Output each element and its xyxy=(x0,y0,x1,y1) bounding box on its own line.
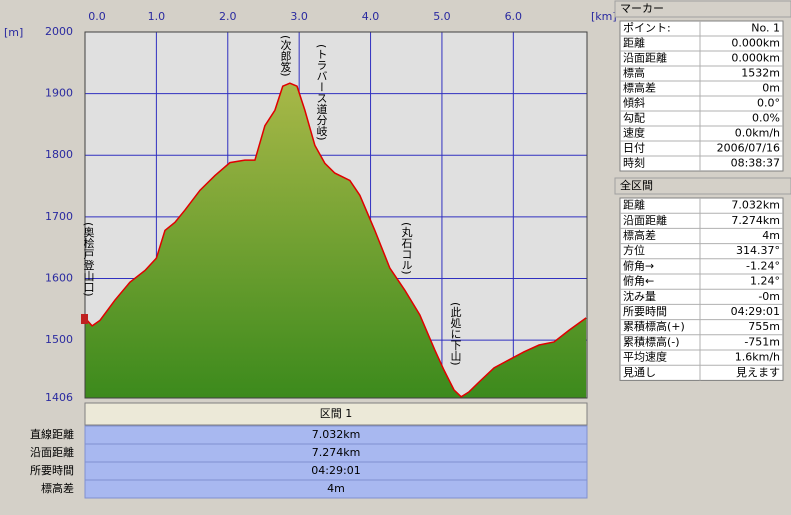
y-tick-label: 1500 xyxy=(45,333,73,346)
row-value: 0m xyxy=(762,82,780,95)
row-value: 7.032km xyxy=(731,199,780,212)
row-label: 所要時間 xyxy=(623,305,667,318)
row-value: -1.24° xyxy=(746,259,780,272)
row-value: 0.0km/h xyxy=(735,127,780,140)
section-value: 7.274km xyxy=(312,446,361,459)
section-label: 直線距離 xyxy=(30,427,74,441)
row-value: 1.6km/h xyxy=(735,351,780,364)
elevation-line xyxy=(84,82,587,398)
row-label: 見通し xyxy=(623,366,656,379)
row-label: 方位 xyxy=(623,243,645,257)
row-label: 累積標高(-) xyxy=(623,334,680,348)
row-label: 傾斜 xyxy=(623,96,645,110)
row-value: No. 1 xyxy=(751,22,780,35)
y-tick-label: 1600 xyxy=(45,271,73,284)
row-label: 勾配 xyxy=(623,112,645,125)
section-value: 04:29:01 xyxy=(311,464,360,477)
section-value: 4m xyxy=(327,482,345,495)
section-header xyxy=(84,402,588,426)
row-label: 距離 xyxy=(623,36,645,50)
x-axis-label: [km] xyxy=(591,10,617,23)
row-value: 0.000km xyxy=(731,37,780,50)
row-value: 314.37° xyxy=(736,244,780,257)
row-label: 平均速度 xyxy=(623,350,667,364)
row-label: 俯角→ xyxy=(623,258,654,272)
row-label: 日付 xyxy=(623,142,645,155)
row-value: 見えます xyxy=(736,366,780,379)
section-label: 標高差 xyxy=(41,481,74,495)
y-tick-label: 1406 xyxy=(45,391,73,404)
row-label: 沈み量 xyxy=(623,289,656,303)
row-value: 2006/07/16 xyxy=(717,142,780,155)
row-label: 標高 xyxy=(623,66,645,80)
section-label: 沿面距離 xyxy=(30,445,74,459)
row-label: 標高差 xyxy=(623,228,656,242)
row-label: 距離 xyxy=(623,198,645,212)
x-tick-label: 1.0 xyxy=(148,10,166,23)
panel-header xyxy=(614,0,791,18)
y-tick-label: 1900 xyxy=(45,87,73,100)
section-value: 7.032km xyxy=(312,428,361,441)
plot-frame xyxy=(84,31,588,399)
y-tick-label: 2000 xyxy=(45,25,73,38)
y-tick-label: 1700 xyxy=(45,210,73,223)
y-tick-label: 1800 xyxy=(45,148,73,161)
y-axis-label: [m] xyxy=(4,26,23,39)
annotation: (丸石コル) xyxy=(400,222,413,275)
row-value: 0.0° xyxy=(757,97,780,110)
start-marker xyxy=(81,314,88,324)
row-label: ポイント: xyxy=(623,22,671,35)
annotation: (奥桧戸登山口) xyxy=(82,222,95,297)
row-value: 1532m xyxy=(741,67,780,80)
row-value: 0.0% xyxy=(752,112,780,125)
row-label: 時刻 xyxy=(623,156,645,170)
row-value: 7.274km xyxy=(731,214,780,227)
row-label: 累積標高(+) xyxy=(623,319,685,333)
row-value: 4m xyxy=(762,229,780,242)
row-value: -0m xyxy=(758,290,780,303)
panel-header xyxy=(614,177,791,195)
row-value: 04:29:01 xyxy=(731,305,780,318)
x-tick-label: 2.0 xyxy=(219,10,237,23)
annotation: (トラバース道分岐) xyxy=(315,44,328,141)
row-value: -751m xyxy=(744,335,780,348)
row-value: 1.24° xyxy=(750,275,780,288)
elevation-area xyxy=(85,83,587,398)
section-cell xyxy=(84,479,588,499)
section-label: 所要時間 xyxy=(30,464,74,477)
row-label: 沿面距離 xyxy=(623,213,667,227)
x-tick-label: 6.0 xyxy=(505,10,523,23)
row-label: 沿面距離 xyxy=(623,51,667,65)
x-tick-label: 5.0 xyxy=(433,10,451,23)
x-tick-label: 3.0 xyxy=(290,10,308,23)
annotation: (此処に下山) xyxy=(449,302,462,366)
x-tick-label: 4.0 xyxy=(362,10,380,23)
panel-title: 全区間 xyxy=(620,178,653,192)
row-label: 速度 xyxy=(623,126,645,140)
panel-title: マーカー xyxy=(620,2,664,15)
annotation: (次郎笈) xyxy=(279,35,292,77)
row-label: 俯角← xyxy=(623,274,654,288)
row-value: 755m xyxy=(748,320,780,333)
row-value: 08:38:37 xyxy=(731,157,780,170)
x-tick-label: 0.0 xyxy=(88,10,106,23)
row-value: 0.000km xyxy=(731,52,780,65)
row-label: 標高差 xyxy=(623,81,656,95)
section-title: 区間 1 xyxy=(320,407,353,420)
